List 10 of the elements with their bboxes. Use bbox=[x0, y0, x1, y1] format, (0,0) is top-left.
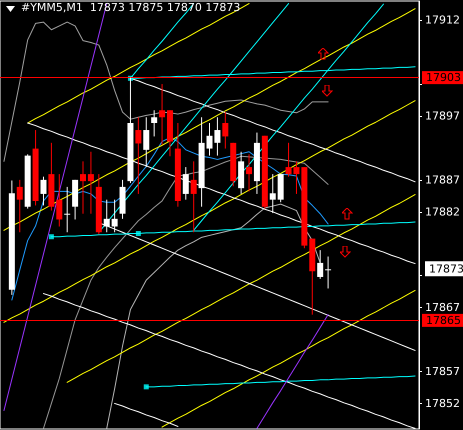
y-tick-label: 17912 bbox=[425, 14, 460, 27]
text: 17873 bbox=[429, 262, 463, 276]
y-tick-label: 17852 bbox=[425, 396, 460, 410]
y-tick-label: 17882 bbox=[425, 205, 460, 218]
y-tick-label: 17897 bbox=[425, 109, 460, 122]
y-tick-label: 17867 bbox=[425, 301, 460, 314]
y-tick-label: 17857 bbox=[425, 365, 460, 378]
ref-line-label: 17903 bbox=[426, 71, 462, 84]
y-tick-label: 17887 bbox=[425, 173, 460, 186]
ref-line-label: 17865 bbox=[426, 314, 462, 327]
